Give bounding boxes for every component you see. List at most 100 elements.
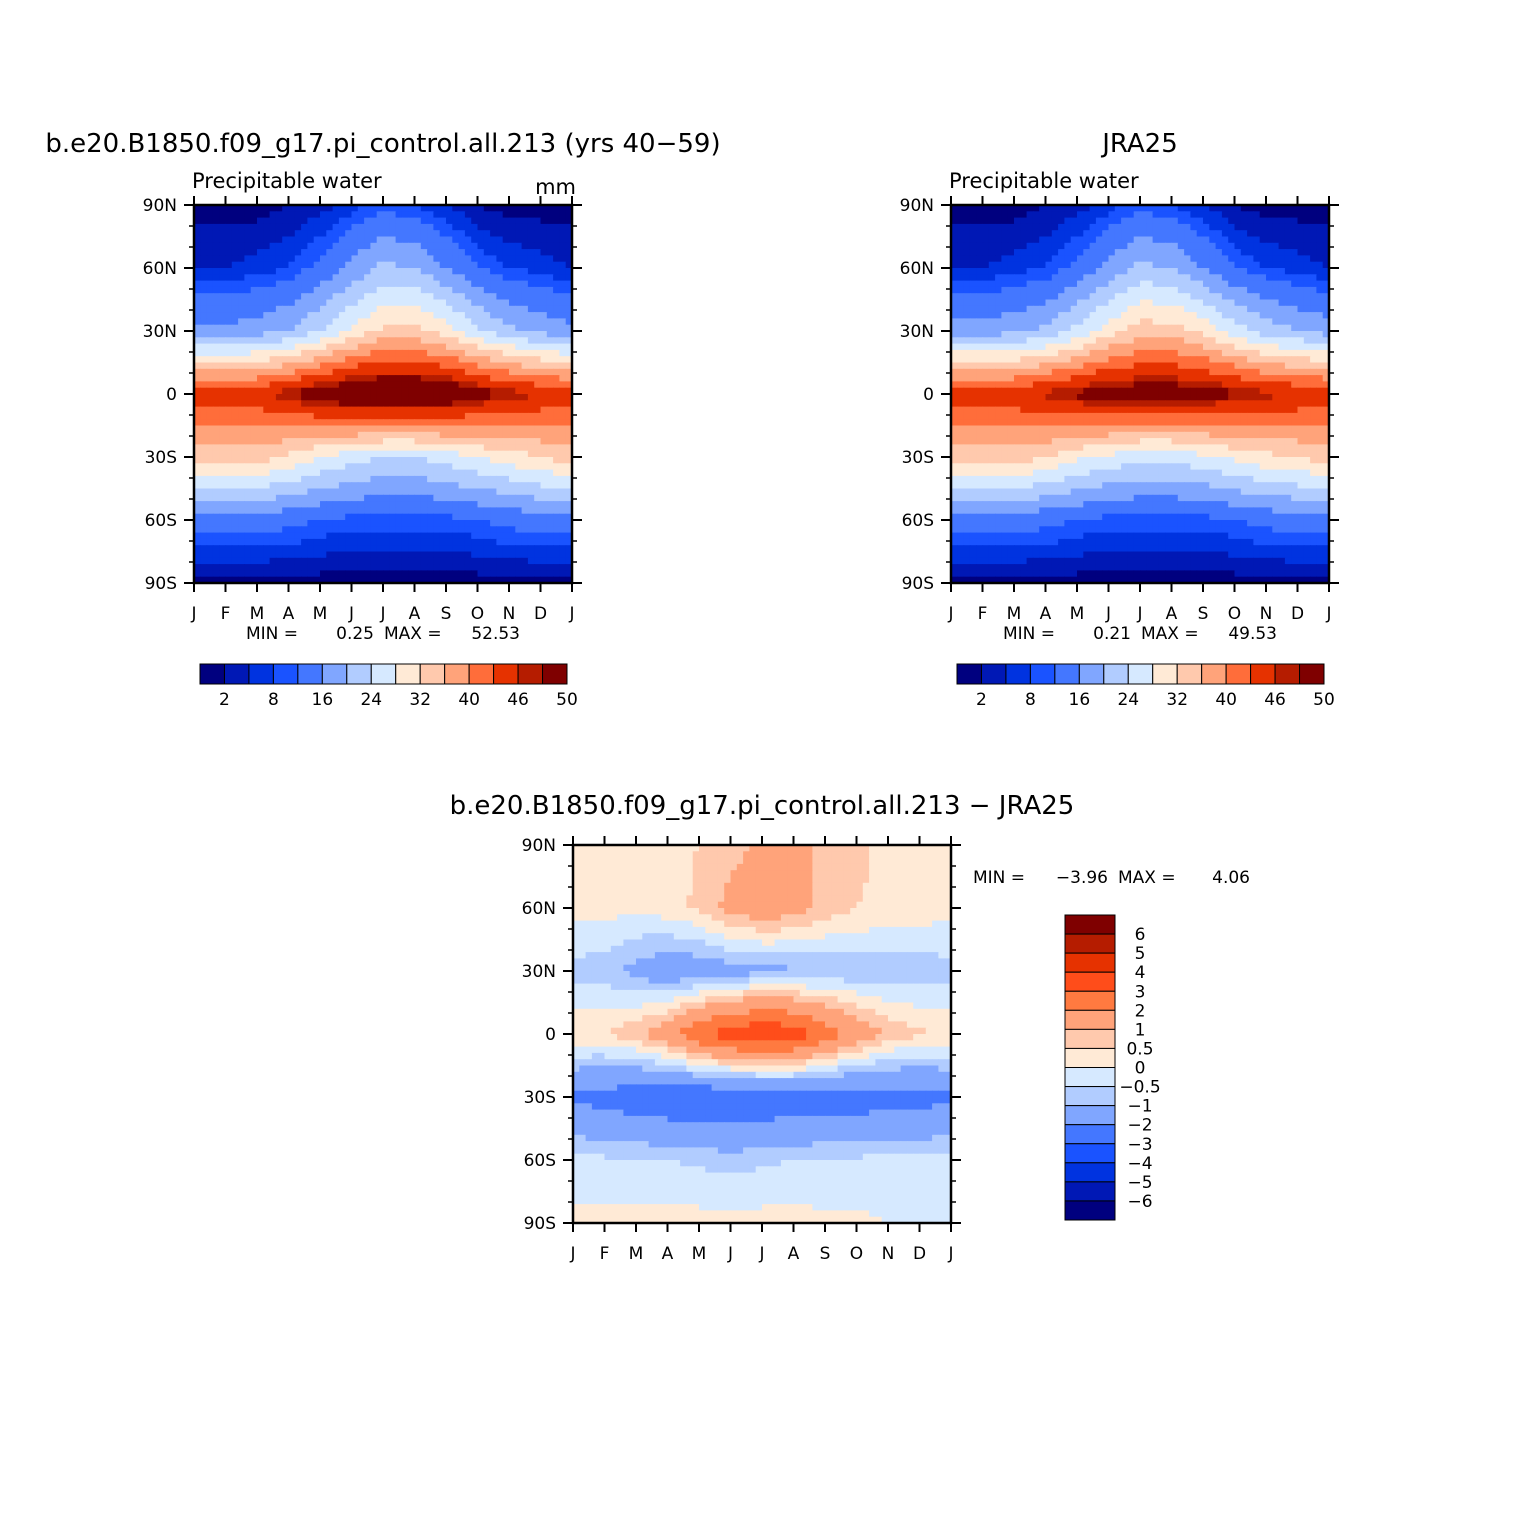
heatmap-cell xyxy=(490,438,497,445)
heatmap-cell xyxy=(1083,230,1091,238)
heatmap-cell xyxy=(1196,274,1204,282)
heatmap-cell xyxy=(433,255,441,263)
heatmap-cell xyxy=(1171,205,1179,212)
heatmap-cell xyxy=(1190,331,1198,338)
heatmap-cell xyxy=(326,444,334,452)
heatmap-cell xyxy=(225,406,233,414)
heatmap-cell xyxy=(427,299,434,307)
heatmap-cell xyxy=(527,520,535,527)
heatmap-cell xyxy=(345,381,353,389)
heatmap-cell xyxy=(1007,280,1015,288)
heatmap-cell xyxy=(553,236,560,244)
heatmap-cell xyxy=(357,381,365,389)
heatmap-cell xyxy=(427,217,434,225)
heatmap-cell xyxy=(527,223,535,231)
heatmap-cell xyxy=(313,312,321,319)
heatmap-cell xyxy=(212,223,220,231)
heatmap-cell xyxy=(1322,312,1330,319)
heatmap-cell xyxy=(1077,280,1084,288)
heatmap-cell xyxy=(458,331,466,338)
heatmap-cell xyxy=(509,242,516,250)
heatmap-cell xyxy=(250,419,258,427)
heatmap-cell xyxy=(1203,242,1210,250)
heatmap-cell xyxy=(269,255,277,263)
heatmap-cell xyxy=(307,286,315,294)
heatmap-cell xyxy=(1133,280,1141,288)
heatmap-cell xyxy=(1089,299,1097,307)
heatmap-cell xyxy=(1020,299,1028,307)
heatmap-cell xyxy=(282,268,290,275)
heatmap-cell xyxy=(269,494,277,502)
heatmap-cell xyxy=(414,425,422,433)
heatmap-cell xyxy=(1278,274,1286,282)
heatmap-cell xyxy=(313,205,321,212)
heatmap-cell xyxy=(1297,261,1305,269)
heatmap-cell xyxy=(345,507,353,515)
heatmap-cell xyxy=(477,205,485,212)
heatmap-cell xyxy=(496,268,504,275)
heatmap-cell xyxy=(559,318,567,326)
heatmap-cell xyxy=(269,268,277,275)
heatmap-cell xyxy=(982,223,990,231)
heatmap-cell xyxy=(527,475,535,483)
heatmap-cell xyxy=(951,242,958,250)
heatmap-cell xyxy=(408,375,416,382)
heatmap-cell xyxy=(231,564,239,571)
heatmap-cell xyxy=(1146,268,1154,275)
heatmap-cell xyxy=(1045,242,1053,250)
heatmap-cell xyxy=(509,438,516,445)
heatmap-cell xyxy=(546,576,554,584)
heatmap-cell xyxy=(1322,274,1330,282)
heatmap-cell xyxy=(477,564,485,571)
heatmap-cell xyxy=(1259,230,1267,238)
colorbar-box xyxy=(468,663,495,685)
heatmap-cell xyxy=(288,475,296,483)
heatmap-cell xyxy=(206,312,214,319)
heatmap-cell xyxy=(433,211,441,219)
heatmap-cell xyxy=(502,324,510,332)
heatmap-cell xyxy=(294,532,302,540)
heatmap-cell xyxy=(1020,318,1028,326)
heatmap-cell xyxy=(1215,324,1223,332)
heatmap-cell xyxy=(502,488,510,496)
heatmap-cell xyxy=(1215,274,1223,282)
heatmap-cell xyxy=(446,331,453,338)
heatmap-cell xyxy=(1240,312,1248,319)
heatmap-cell xyxy=(951,211,958,219)
heatmap-cell xyxy=(345,318,353,326)
heatmap-cell xyxy=(471,463,479,471)
heatmap-cell xyxy=(509,230,516,238)
heatmap-cell xyxy=(527,469,535,477)
heatmap-cell xyxy=(1259,286,1267,294)
heatmap-cell xyxy=(1253,286,1261,294)
heatmap-cell xyxy=(275,349,283,357)
heatmap-cell xyxy=(553,400,560,408)
heatmap-cell xyxy=(1051,230,1059,238)
heatmap-cell xyxy=(275,299,283,307)
heatmap-cell xyxy=(206,576,214,584)
heatmap-cell xyxy=(313,475,321,483)
heatmap-cell xyxy=(1284,312,1292,319)
heatmap-cell xyxy=(194,211,201,219)
heatmap-cell xyxy=(446,564,453,571)
heatmap-cell xyxy=(521,381,529,389)
heatmap-cell xyxy=(565,230,573,238)
heatmap-cell xyxy=(1266,261,1273,269)
heatmap-cell xyxy=(294,564,302,571)
heatmap-cell xyxy=(357,375,365,382)
heatmap-cell xyxy=(194,274,201,282)
heatmap-cell xyxy=(1102,223,1110,231)
heatmap-cell xyxy=(502,507,510,515)
heatmap-cell xyxy=(433,431,441,439)
heatmap-cell xyxy=(452,381,460,389)
heatmap-cell xyxy=(250,545,258,553)
heatmap-cell xyxy=(565,293,573,301)
heatmap-cell xyxy=(420,570,428,578)
heatmap-cell xyxy=(1108,305,1116,313)
heatmap-cell xyxy=(521,261,529,269)
heatmap-cell xyxy=(200,513,208,521)
heatmap-cell xyxy=(1284,331,1292,338)
heatmap-cell xyxy=(408,412,416,420)
heatmap-cell xyxy=(389,255,397,263)
heatmap-cell xyxy=(1014,318,1021,326)
